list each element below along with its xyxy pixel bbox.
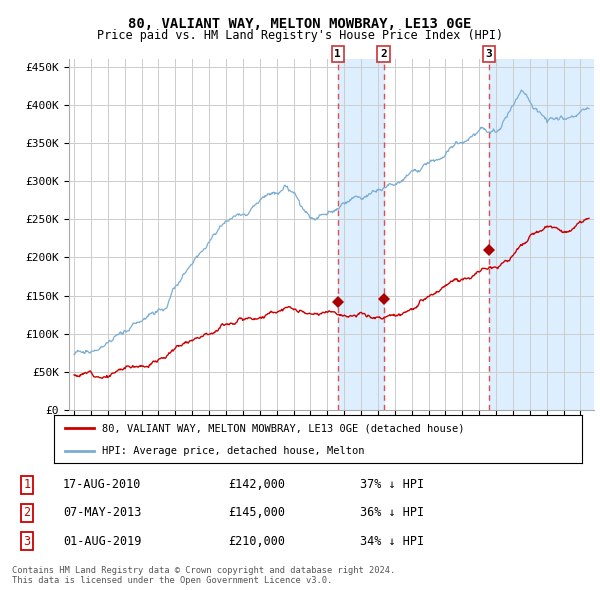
Text: 3: 3 — [485, 49, 493, 59]
Text: Price paid vs. HM Land Registry's House Price Index (HPI): Price paid vs. HM Land Registry's House … — [97, 30, 503, 42]
Bar — [489, 59, 594, 410]
Text: HPI: Average price, detached house, Melton: HPI: Average price, detached house, Melt… — [101, 446, 364, 456]
Text: 37% ↓ HPI: 37% ↓ HPI — [360, 478, 424, 491]
Text: 1: 1 — [23, 478, 31, 491]
Text: 2: 2 — [380, 49, 387, 59]
Text: 80, VALIANT WAY, MELTON MOWBRAY, LE13 0GE (detached house): 80, VALIANT WAY, MELTON MOWBRAY, LE13 0G… — [101, 423, 464, 433]
Text: £142,000: £142,000 — [228, 478, 285, 491]
Text: 36% ↓ HPI: 36% ↓ HPI — [360, 506, 424, 519]
Text: £145,000: £145,000 — [228, 506, 285, 519]
Text: 34% ↓ HPI: 34% ↓ HPI — [360, 535, 424, 548]
Text: 1: 1 — [334, 49, 341, 59]
Text: 07-MAY-2013: 07-MAY-2013 — [63, 506, 142, 519]
Text: 17-AUG-2010: 17-AUG-2010 — [63, 478, 142, 491]
Text: 01-AUG-2019: 01-AUG-2019 — [63, 535, 142, 548]
Text: 80, VALIANT WAY, MELTON MOWBRAY, LE13 0GE: 80, VALIANT WAY, MELTON MOWBRAY, LE13 0G… — [128, 17, 472, 31]
Bar — [338, 59, 383, 410]
Text: £210,000: £210,000 — [228, 535, 285, 548]
Text: 3: 3 — [23, 535, 31, 548]
Text: Contains HM Land Registry data © Crown copyright and database right 2024.
This d: Contains HM Land Registry data © Crown c… — [12, 566, 395, 585]
Text: 2: 2 — [23, 506, 31, 519]
